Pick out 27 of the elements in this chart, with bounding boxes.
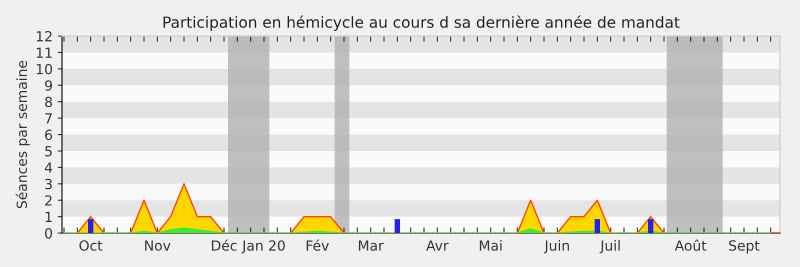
y-tick-label: 9 — [45, 80, 52, 91]
x-tick-label: Mar — [358, 240, 384, 251]
y-tick-label: 7 — [45, 113, 52, 124]
x-tick-label: Août — [674, 239, 706, 251]
y-tick-label: 11 — [36, 48, 52, 58]
y-axis-title: Séances par semaine — [16, 60, 30, 208]
y-tick-label: 12 — [36, 31, 52, 42]
chart-title: Participation en hémicycle au cours d sa dernière année de mandat — [164, 15, 680, 31]
y-tick-label: 0 — [45, 228, 52, 239]
x-tick-label: Sept — [729, 240, 760, 254]
y-tick-label: 3 — [45, 178, 52, 190]
y-tick-label: 4 — [44, 162, 52, 173]
x-tick-label: Juil — [600, 240, 620, 254]
y-tick-label: 8 — [45, 96, 52, 108]
x-tick-label: Mai — [480, 240, 502, 251]
x-tick-label: Jan 20 — [242, 240, 285, 254]
y-tick-label: 1 — [46, 212, 52, 222]
y-tick-label: 6 — [45, 130, 52, 140]
x-tick-label: Déc — [212, 239, 237, 251]
y-tick-label: 2 — [45, 195, 52, 206]
x-tick-label: Oct — [79, 240, 102, 251]
y-tick-label: 5 — [45, 146, 52, 156]
x-tick-label: Fév — [306, 239, 329, 251]
x-tick-label: Nov — [145, 240, 170, 251]
y-tick-label: 10 — [36, 64, 52, 74]
x-tick-label: Avr — [426, 240, 449, 251]
x-tick-label: Juin — [544, 240, 569, 254]
